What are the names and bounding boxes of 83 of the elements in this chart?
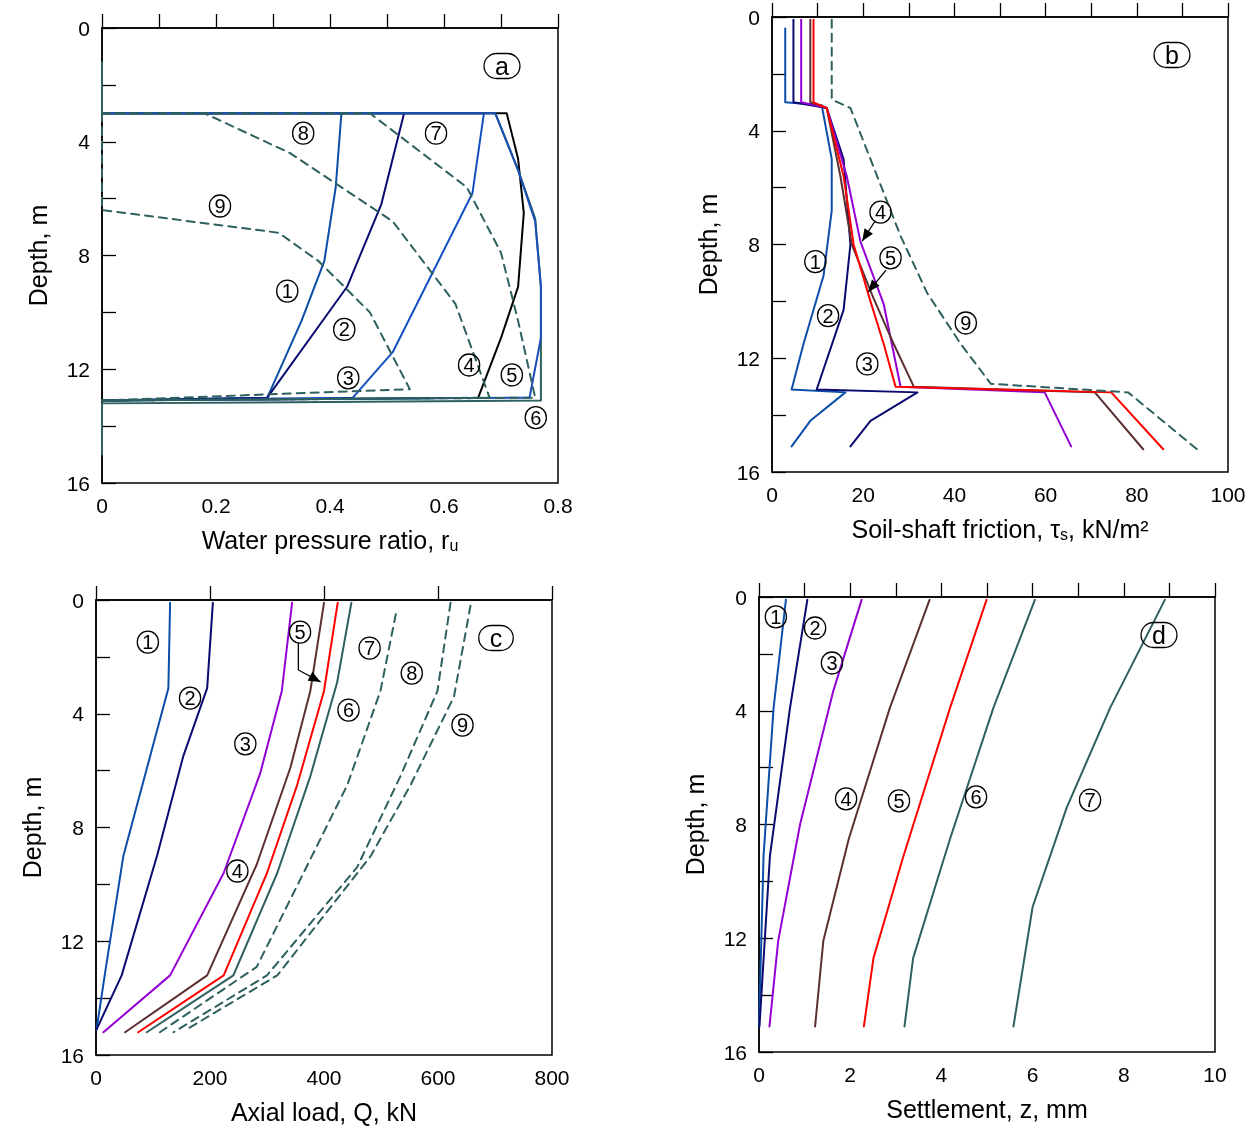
x-tick-label: 600 bbox=[420, 1066, 456, 1089]
annotation: d bbox=[1152, 621, 1166, 649]
y-tick-label: 16 bbox=[723, 1040, 747, 1064]
x-axis-title: Water pressure ratio, ru bbox=[201, 526, 459, 554]
y-axis-title: Depth, m bbox=[23, 204, 52, 307]
y-tick-label: 4 bbox=[748, 119, 761, 143]
x-tick-label: 400 bbox=[306, 1066, 342, 1089]
annotation: 5 bbox=[294, 621, 306, 644]
annotation: 4 bbox=[840, 787, 852, 810]
annotation: 6 bbox=[342, 699, 355, 722]
annotation: 7 bbox=[364, 637, 376, 660]
y-axis-title: Depth, m bbox=[17, 776, 46, 879]
annotation: a bbox=[495, 52, 510, 80]
x-tick-label: 80 bbox=[1125, 483, 1149, 506]
x-tick-label: 2 bbox=[844, 1063, 857, 1086]
annotation: c bbox=[489, 624, 503, 652]
annotation: 9 bbox=[214, 195, 226, 218]
x-axis-title: Soil-shaft friction, τs, kN/m² bbox=[851, 515, 1149, 543]
x-tick-label: 4 bbox=[935, 1063, 948, 1086]
annotation: 9 bbox=[456, 714, 469, 737]
annotation: 5 bbox=[893, 789, 905, 812]
annotation: 3 bbox=[861, 352, 873, 375]
annotation: 5 bbox=[885, 246, 897, 269]
annotation: 1 bbox=[770, 605, 782, 628]
x-tick-label: 20 bbox=[851, 483, 875, 506]
annotation: 5 bbox=[506, 363, 518, 386]
x-tick-label: 200 bbox=[192, 1066, 228, 1089]
annotation: 9 bbox=[960, 311, 972, 334]
y-tick-label: 16 bbox=[736, 460, 760, 484]
annotation: 7 bbox=[1084, 789, 1096, 812]
y-tick-label: 8 bbox=[72, 816, 84, 839]
annotation: 6 bbox=[970, 785, 982, 808]
x-tick-label: 10 bbox=[1203, 1063, 1227, 1086]
y-tick-label: 12 bbox=[66, 357, 90, 381]
annotation: 6 bbox=[530, 406, 542, 429]
y-tick-label: 12 bbox=[60, 929, 84, 953]
y-tick-label: 8 bbox=[78, 244, 90, 267]
x-axis-title: Settlement, z, mm bbox=[886, 1094, 1088, 1123]
x-tick-label: 0.6 bbox=[429, 494, 459, 517]
x-tick-label: 40 bbox=[942, 483, 967, 506]
x-tick-label: 0 bbox=[766, 483, 778, 506]
annotation: 1 bbox=[281, 280, 293, 303]
annotation: 4 bbox=[231, 860, 243, 883]
annotation: 2 bbox=[338, 318, 350, 341]
annotation: b bbox=[1165, 41, 1179, 69]
x-tick-label: 0 bbox=[96, 494, 108, 517]
y-tick-label: 0 bbox=[735, 585, 747, 609]
annotation: 8 bbox=[406, 662, 418, 685]
annotation: 3 bbox=[826, 651, 838, 674]
y-tick-label: 12 bbox=[723, 926, 747, 950]
y-tick-label: 4 bbox=[72, 702, 85, 726]
y-tick-label: 16 bbox=[60, 1043, 84, 1067]
annotation: 2 bbox=[809, 617, 821, 639]
annotation: 1 bbox=[142, 631, 154, 654]
y-tick-label: 0 bbox=[78, 16, 90, 40]
y-tick-label: 8 bbox=[748, 233, 760, 256]
y-tick-label: 16 bbox=[66, 471, 90, 495]
y-tick-label: 12 bbox=[736, 346, 760, 370]
annotation: 7 bbox=[430, 122, 442, 145]
y-tick-label: 4 bbox=[735, 699, 748, 723]
annotation: 4 bbox=[874, 201, 887, 224]
x-tick-label: 100 bbox=[1210, 483, 1246, 506]
y-axis-title: Depth, m bbox=[693, 193, 722, 296]
x-tick-label: 800 bbox=[534, 1066, 570, 1089]
x-tick-label: 0.8 bbox=[543, 494, 573, 517]
y-axis-title: Depth, m bbox=[680, 773, 709, 876]
x-axis-title: Axial load, Q, kN bbox=[230, 1097, 418, 1126]
x-tick-label: 60 bbox=[1033, 483, 1058, 506]
x-tick-label: 6 bbox=[1026, 1063, 1039, 1086]
y-tick-label: 8 bbox=[735, 813, 747, 836]
y-tick-label: 0 bbox=[72, 588, 84, 612]
y-tick-label: 4 bbox=[78, 130, 91, 154]
annotation: 2 bbox=[184, 687, 196, 710]
annotation: 4 bbox=[463, 353, 475, 376]
x-tick-label: 0.4 bbox=[315, 494, 345, 517]
annotation: 8 bbox=[297, 122, 309, 145]
annotation: 3 bbox=[342, 366, 354, 389]
y-tick-label: 0 bbox=[748, 5, 760, 29]
annotation: 1 bbox=[809, 250, 821, 273]
x-tick-label: 0.2 bbox=[201, 494, 231, 517]
annotation: 2 bbox=[822, 304, 834, 327]
annotation: 3 bbox=[239, 732, 251, 755]
x-tick-label: 8 bbox=[1117, 1063, 1130, 1086]
